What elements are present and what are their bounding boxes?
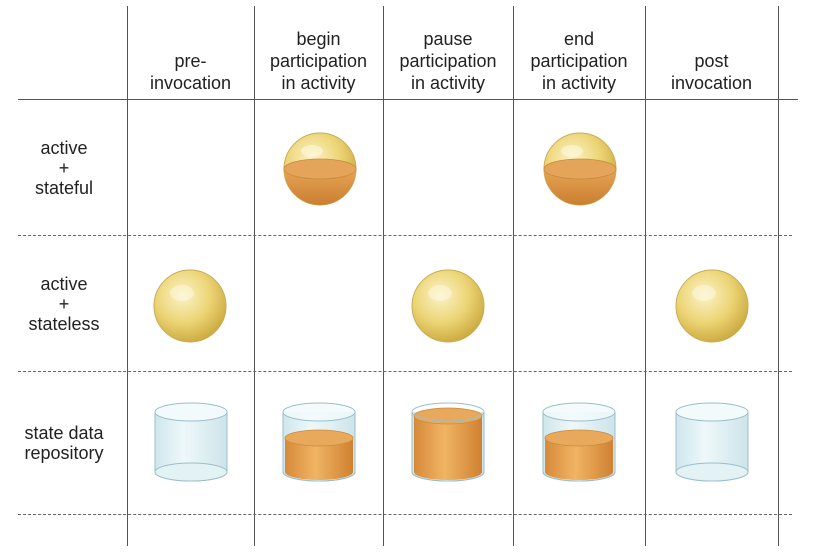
stateless-service-sphere-icon xyxy=(675,269,749,343)
stateful-service-sphere-icon xyxy=(282,131,358,207)
row-header-active-stateful: active + stateful xyxy=(34,137,94,198)
column-divider xyxy=(513,6,514,546)
column-header-pause-participation: pause participation in activity xyxy=(399,29,497,93)
stateful-service-sphere-icon xyxy=(542,131,618,207)
row-divider xyxy=(18,371,792,372)
empty-repository-cylinder-icon xyxy=(675,402,749,482)
row-divider xyxy=(18,235,792,236)
column-divider xyxy=(645,6,646,546)
column-header-end-participation: end participation in activity xyxy=(530,29,628,93)
column-divider xyxy=(383,6,384,546)
row-header-state-data-repository: state data repository xyxy=(24,423,104,463)
stateless-service-sphere-icon xyxy=(153,269,227,343)
column-divider xyxy=(127,6,128,546)
column-header-pre-invocation: pre- invocation xyxy=(149,51,232,93)
column-divider xyxy=(778,6,779,546)
empty-repository-cylinder-icon xyxy=(154,402,228,482)
header-divider xyxy=(18,99,798,100)
half-filled-repository-cylinder-icon xyxy=(542,402,616,482)
row-divider xyxy=(18,514,792,515)
row-header-active-stateless: active + stateless xyxy=(28,273,100,334)
column-divider xyxy=(254,6,255,546)
stateless-service-sphere-icon xyxy=(411,269,485,343)
column-header-post-invocation: post invocation xyxy=(670,51,753,93)
full-repository-cylinder-icon xyxy=(411,402,485,482)
column-header-begin-participation: begin participation in activity xyxy=(269,29,368,93)
half-filled-repository-cylinder-icon xyxy=(282,402,356,482)
